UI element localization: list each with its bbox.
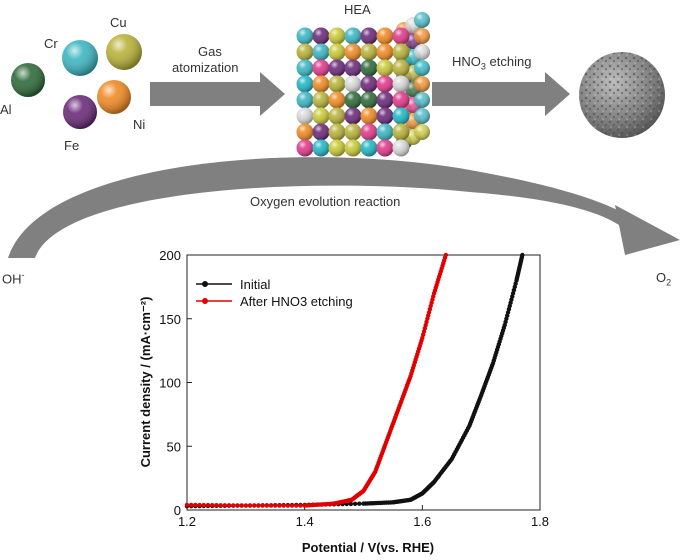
hea-atom	[344, 107, 362, 125]
hea-atom	[376, 91, 394, 109]
element-sphere-fe	[63, 95, 97, 129]
element-sphere-ni	[97, 80, 131, 114]
hea-atom	[414, 44, 430, 60]
hea-atom	[312, 75, 330, 93]
hea-atom	[296, 27, 314, 45]
hea-atom	[392, 59, 410, 77]
hea-atom	[328, 27, 346, 45]
element-label-al: Al	[0, 102, 12, 117]
hea-atom	[296, 139, 314, 157]
hea-atom	[312, 59, 330, 77]
hea-atom	[414, 92, 430, 108]
hea-atom	[344, 91, 362, 109]
hea-atom	[414, 124, 430, 140]
hea-atom	[392, 27, 410, 45]
hea-atom	[376, 27, 394, 45]
hea-atom	[328, 75, 346, 93]
hea-atom	[360, 27, 378, 45]
gas-label-line1: Gas	[198, 44, 222, 59]
hea-atom	[414, 60, 430, 76]
hea-atom	[360, 75, 378, 93]
oer-curved-arrow	[8, 157, 680, 258]
hea-atom	[344, 59, 362, 77]
hea-atom	[392, 123, 410, 141]
hea-atom	[360, 43, 378, 61]
hea-atom	[392, 43, 410, 61]
hea-atom	[376, 123, 394, 141]
hea-atom	[376, 139, 394, 157]
hea-atom	[328, 91, 346, 109]
hea-atom	[312, 91, 330, 109]
hea-label: HEA	[344, 2, 371, 17]
hea-atom	[344, 43, 362, 61]
hea-atom	[414, 28, 430, 44]
element-label-cu: Cu	[110, 15, 127, 30]
hea-atom	[328, 43, 346, 61]
hea-atom	[328, 59, 346, 77]
hea-atom	[296, 43, 314, 61]
reactant-label: OH-	[2, 270, 25, 287]
hea-atom	[296, 59, 314, 77]
element-label-fe: Fe	[64, 138, 80, 153]
hea-atom	[360, 139, 378, 157]
hea-atom	[312, 27, 330, 45]
hea-atom	[360, 107, 378, 125]
hea-atom	[296, 107, 314, 125]
hea-atom	[392, 107, 410, 125]
hea-atom	[344, 123, 362, 141]
porous-sphere-icon	[579, 52, 665, 138]
hea-atom	[312, 107, 330, 125]
etching-arrow	[432, 72, 570, 116]
hea-atom	[376, 75, 394, 93]
hea-atom	[296, 91, 314, 109]
hea-atom	[376, 43, 394, 61]
hea-atom	[328, 107, 346, 125]
element-label-cr: Cr	[44, 36, 58, 51]
hea-atom	[392, 139, 410, 157]
hea-atom	[360, 91, 378, 109]
hea-atom	[414, 76, 430, 92]
hea-atom	[392, 91, 410, 109]
oer-title: Oxygen evolution reaction	[250, 194, 401, 209]
hea-atom	[312, 139, 330, 157]
etching-label: HNO3 etching	[452, 54, 532, 72]
hea-atom	[296, 75, 314, 93]
hea-atom	[296, 123, 314, 141]
hea-atom	[360, 59, 378, 77]
product-label: O2	[656, 270, 672, 288]
hea-atom	[392, 75, 410, 93]
element-label-ni: Ni	[133, 117, 146, 132]
hea-atom	[376, 107, 394, 125]
element-sphere-al	[11, 63, 45, 97]
hea-atom	[328, 139, 346, 157]
hea-atom	[414, 12, 430, 28]
hea-atom	[360, 123, 378, 141]
element-sphere-cr	[62, 40, 98, 76]
hea-atom	[376, 59, 394, 77]
hea-cube	[296, 12, 430, 157]
hea-atom	[344, 139, 362, 157]
hea-atom	[328, 123, 346, 141]
gas-label-line2: atomization	[172, 60, 239, 75]
hea-atom	[414, 108, 430, 124]
hea-atom	[312, 43, 330, 61]
element-sphere-cu	[106, 34, 142, 70]
hea-atom	[312, 123, 330, 141]
hea-atom	[344, 75, 362, 93]
gas-atomization-arrow	[150, 72, 285, 116]
hea-atom	[344, 27, 362, 45]
